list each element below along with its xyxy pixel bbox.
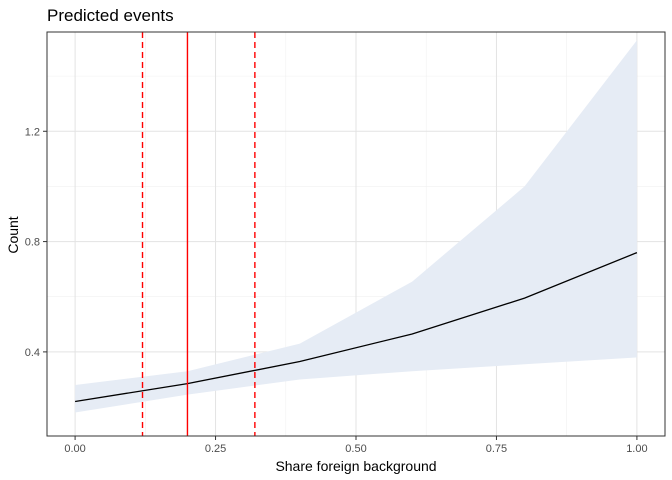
y-tick-label: 1.2 (25, 126, 40, 138)
x-tick-label: 0.50 (345, 443, 366, 455)
y-axis-title: Count (5, 216, 21, 253)
y-tick-label: 0.8 (25, 237, 40, 249)
y-tick-label: 0.4 (25, 347, 40, 359)
x-tick-label: 0.75 (486, 443, 507, 455)
x-tick-label: 1.00 (626, 443, 647, 455)
confidence-band (75, 40, 637, 413)
x-tick-label: 0.25 (205, 443, 226, 455)
prediction-line (74, 252, 638, 403)
x-axis-title: Share foreign background (275, 458, 436, 474)
chart-title: Predicted events (47, 6, 174, 25)
x-tick-label: 0.00 (64, 443, 85, 455)
plot-area: 0.00 0.25 0.50 0.75 1.00 0.4 0.8 1.2 (25, 31, 666, 455)
